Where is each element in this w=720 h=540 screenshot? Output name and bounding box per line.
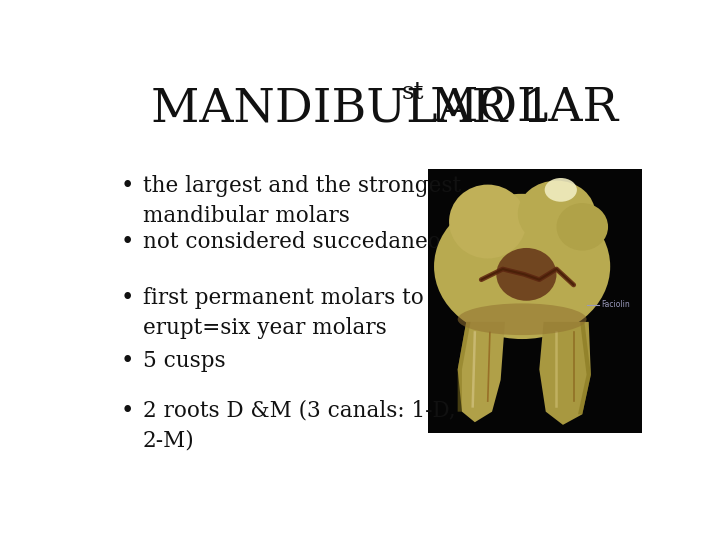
Text: •: • — [121, 231, 134, 253]
Text: MOLAR: MOLAR — [415, 86, 618, 131]
Ellipse shape — [557, 203, 608, 251]
Text: st: st — [401, 81, 424, 104]
Polygon shape — [458, 322, 505, 422]
Text: MANDIBULAR 1: MANDIBULAR 1 — [151, 86, 553, 131]
Polygon shape — [458, 322, 471, 411]
Ellipse shape — [458, 303, 587, 335]
Text: first permanent molars to
erupt=six year molars: first permanent molars to erupt=six year… — [143, 287, 424, 339]
Text: the largest and the strongest
mandibular molars: the largest and the strongest mandibular… — [143, 175, 461, 227]
Text: 2 roots D &M (3 canals: 1-D,
2-M): 2 roots D &M (3 canals: 1-D, 2-M) — [143, 400, 456, 451]
Text: 5 cusps: 5 cusps — [143, 349, 225, 372]
Text: •: • — [121, 287, 134, 309]
Text: not considered succedaneous: not considered succedaneous — [143, 231, 466, 253]
Ellipse shape — [544, 178, 577, 202]
Text: Faciolin: Faciolin — [602, 300, 630, 309]
Ellipse shape — [434, 194, 610, 339]
Ellipse shape — [449, 185, 526, 259]
Text: •: • — [121, 175, 134, 197]
Polygon shape — [578, 322, 591, 414]
Ellipse shape — [518, 181, 595, 247]
Text: •: • — [121, 349, 134, 372]
Text: •: • — [121, 400, 134, 422]
FancyBboxPatch shape — [428, 168, 642, 433]
Polygon shape — [539, 322, 591, 425]
Ellipse shape — [496, 248, 557, 301]
